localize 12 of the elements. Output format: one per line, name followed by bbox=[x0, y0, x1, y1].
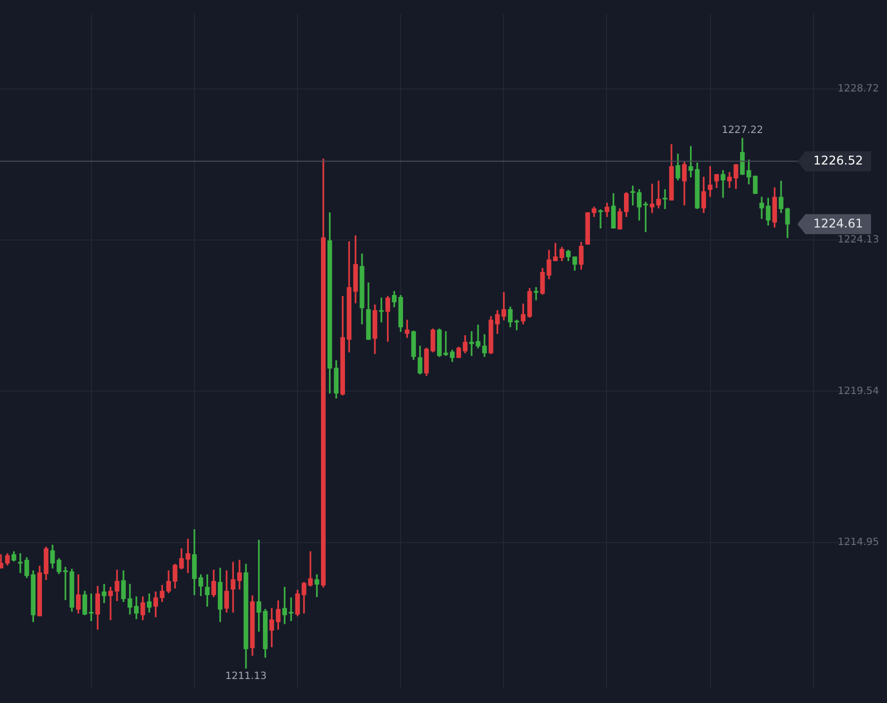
y-tick-label: 1228.72 bbox=[838, 83, 879, 94]
ref-line-label: 1226.52 bbox=[813, 153, 863, 168]
candlestick bbox=[534, 287, 538, 300]
y-tick-label: 1224.13 bbox=[838, 234, 879, 246]
annotation: 1227.22 bbox=[722, 124, 764, 136]
y-tick-label: 1214.95 bbox=[838, 537, 879, 548]
y-tick-label: 1219.54 bbox=[838, 386, 879, 397]
candlestick bbox=[598, 209, 603, 228]
candlestick bbox=[662, 189, 668, 210]
text: 1224.61 bbox=[813, 216, 863, 230]
candlestick bbox=[720, 170, 726, 198]
annotation: 1211.13 bbox=[225, 670, 267, 682]
